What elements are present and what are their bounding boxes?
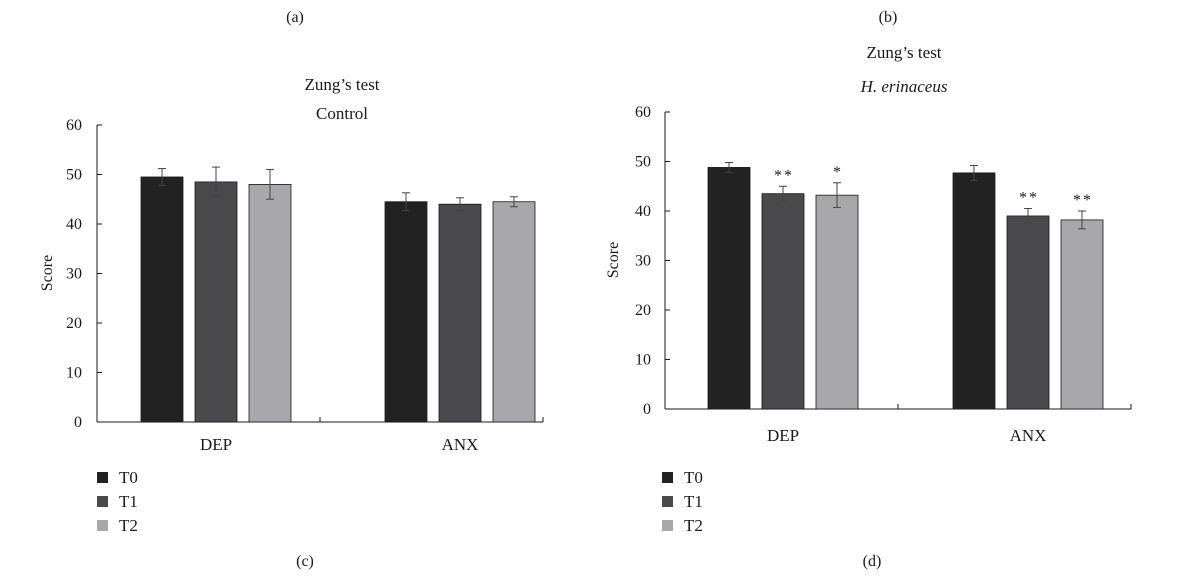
legend-swatch-t2 (662, 520, 673, 531)
bar-t0-anx (384, 201, 428, 423)
category-label-dep: DEP (200, 435, 232, 454)
significance-marker: ** (1073, 192, 1093, 209)
bar-t1-dep (761, 193, 805, 410)
chart-title: Zung’s test (304, 75, 379, 94)
panel-label-b: (b) (879, 9, 898, 26)
significance-marker: ** (1019, 190, 1039, 207)
bar-t0-dep (140, 176, 184, 423)
y-tick-label: 10 (635, 352, 651, 369)
y-tick-label: 10 (66, 365, 82, 382)
bar-t2-anx (492, 201, 536, 423)
y-tick-label: 50 (66, 167, 82, 184)
chart-subtitle: H. erinaceus (860, 77, 948, 96)
y-axis-label: Score (605, 242, 622, 278)
category-labels: DEP ANX (767, 426, 1046, 445)
legend-label-t0: T0 (684, 468, 703, 487)
bar-t2-dep (815, 194, 859, 410)
panel-label-c: (c) (296, 553, 314, 570)
legend-label-t1: T1 (119, 492, 138, 511)
bar-t1-dep (194, 181, 238, 423)
y-tick-label: 0 (643, 401, 651, 418)
legend-swatch-t1 (662, 496, 673, 507)
category-label-dep: DEP (767, 426, 799, 445)
category-label-anx: ANX (442, 435, 479, 454)
bars (140, 166, 536, 423)
significance-marker: ** (774, 167, 794, 184)
legend: T0 T1 T2 (662, 468, 703, 535)
chart-title: Zung’s test (866, 43, 941, 62)
y-tick-label: 30 (635, 253, 651, 270)
y-tick-label: 30 (66, 266, 82, 283)
significance-marker: * (833, 164, 843, 181)
legend-swatch-t0 (97, 472, 108, 483)
y-tick-label: 60 (635, 104, 651, 121)
y-tick-label: 0 (74, 414, 82, 431)
y-tick-label: 20 (635, 302, 651, 319)
bar-t2-anx (1060, 219, 1104, 410)
legend-label-t2: T2 (119, 516, 138, 535)
legend: T0 T1 T2 (97, 468, 138, 535)
legend-swatch-t0 (662, 472, 673, 483)
bar-t0-anx (952, 172, 996, 410)
y-tick-label: 40 (66, 216, 82, 233)
legend-label-t0: T0 (119, 468, 138, 487)
legend-label-t2: T2 (684, 516, 703, 535)
panel-label-d: (d) (863, 553, 882, 570)
axes: 0 10 20 30 40 50 60 (635, 104, 1132, 418)
y-axis-label: Score (39, 255, 56, 291)
y-tick-label: 50 (635, 154, 651, 171)
legend-swatch-t1 (97, 496, 108, 507)
category-labels: DEP ANX (200, 435, 478, 454)
chart-h-erinaceus: Zung’s test H. erinaceus Score 0 10 20 30 40… (605, 43, 1132, 535)
category-label-anx: ANX (1010, 426, 1047, 445)
bar-t2-dep (248, 183, 292, 423)
legend-label-t1: T1 (684, 492, 703, 511)
bars: ******* (707, 161, 1104, 410)
chart-subtitle: Control (316, 104, 368, 123)
bar-t1-anx (438, 203, 482, 423)
chart-control: Zung’s test Control Score 0102030405060 … (39, 75, 544, 535)
panel-label-a: (a) (286, 9, 304, 26)
bar-t0-dep (707, 167, 751, 410)
legend-swatch-t2 (97, 520, 108, 531)
bar-t1-anx (1006, 215, 1050, 410)
y-tick-label: 60 (66, 117, 82, 134)
y-tick-label: 40 (635, 203, 651, 220)
y-tick-label: 20 (66, 315, 82, 332)
